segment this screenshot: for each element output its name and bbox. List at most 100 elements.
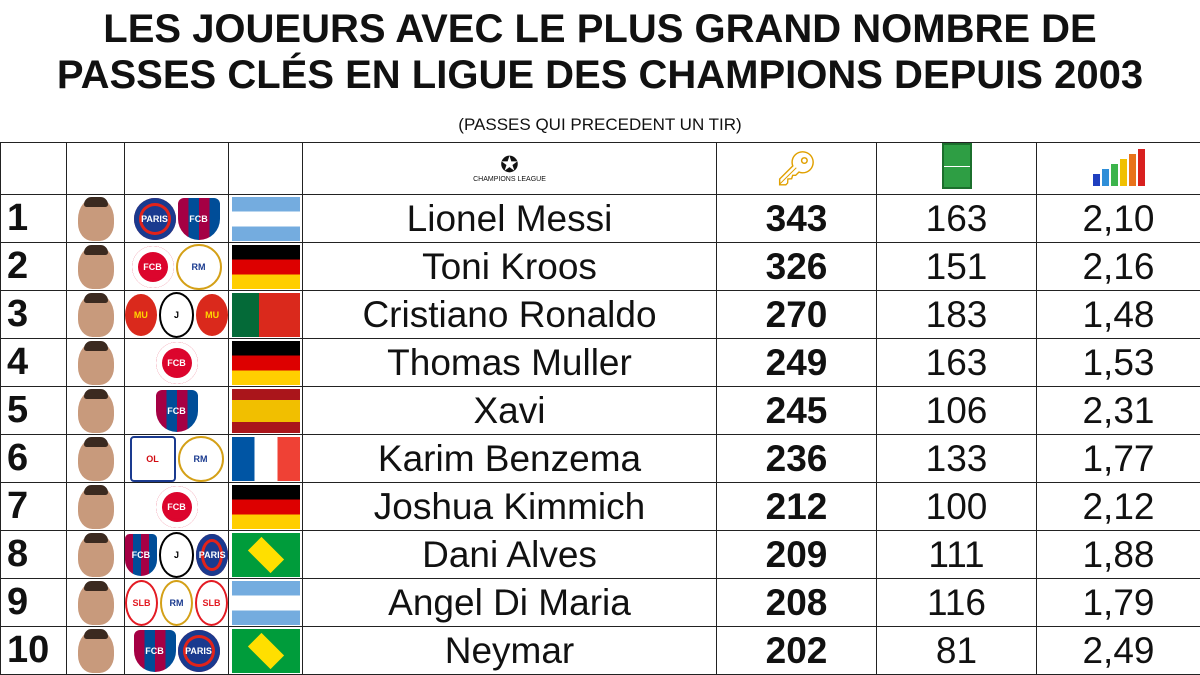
- player-name: Angel Di Maria: [302, 578, 717, 627]
- clubs-cell: FCB: [124, 482, 229, 531]
- matches-value: 81: [876, 626, 1037, 675]
- player-avatar: [77, 484, 114, 529]
- flag-cell: [228, 530, 303, 579]
- table-row: 8 FCB J PARIS Dani Alves 209 111 1,88: [0, 530, 1200, 579]
- player-name: Lionel Messi: [302, 194, 717, 243]
- de-flag-icon: [231, 340, 300, 385]
- photo-cell: [66, 242, 125, 291]
- fr-flag-icon: [231, 436, 300, 481]
- header-clubs: [124, 142, 229, 195]
- header-row: ✪ CHAMPIONS LEAGUE 🔑︎: [0, 142, 1200, 195]
- flag-cell: [228, 290, 303, 339]
- photo-cell: [66, 194, 125, 243]
- clubs-cell: FCB RM: [124, 242, 229, 291]
- barca-crest-icon: FCB: [125, 533, 157, 576]
- table-row: 2 FCB RM Toni Kroos 326 151 2,16: [0, 242, 1200, 291]
- clubs-cell: OL RM: [124, 434, 229, 483]
- barca-crest-icon: FCB: [177, 197, 220, 240]
- clubs-cell: FCB PARIS: [124, 626, 229, 675]
- photo-cell: [66, 290, 125, 339]
- photo-cell: [66, 482, 125, 531]
- title-line-2: PASSES CLÉS EN LIGUE DES CHAMPIONS DEPUI…: [56, 53, 1144, 97]
- table-row: 6 OL RM Karim Benzema 236 133 1,77: [0, 434, 1200, 483]
- ratio-value: 2,12: [1036, 482, 1200, 531]
- matches-value: 111: [876, 530, 1037, 579]
- juve-crest-icon: J: [158, 531, 195, 578]
- ratio-value: 1,79: [1036, 578, 1200, 627]
- rank-cell: 9: [0, 578, 67, 627]
- key-passes-value: 326: [716, 242, 877, 291]
- table-row: 1 PARIS FCB Lionel Messi 343 163 2,10: [0, 194, 1200, 243]
- bar-chart-icon-bar: [1101, 169, 1109, 186]
- player-avatar: [77, 580, 114, 625]
- ratio-value: 1,53: [1036, 338, 1200, 387]
- table-row: 4 FCB Thomas Muller 249 163 1,53: [0, 338, 1200, 387]
- real-crest-icon: RM: [177, 435, 224, 482]
- photo-cell: [66, 338, 125, 387]
- key-passes-value: 212: [716, 482, 877, 531]
- ratio-value: 1,77: [1036, 434, 1200, 483]
- de-flag-icon: [231, 484, 300, 529]
- flag-cell: [228, 194, 303, 243]
- key-passes-value: 209: [716, 530, 877, 579]
- player-avatar: [77, 244, 114, 289]
- header-flag: [228, 142, 303, 195]
- rank-cell: 7: [0, 482, 67, 531]
- flag-cell: [228, 626, 303, 675]
- football-pitch-icon: [941, 143, 972, 189]
- psg-crest-icon: PARIS: [133, 197, 176, 240]
- rank-cell: 8: [0, 530, 67, 579]
- rank-cell: 6: [0, 434, 67, 483]
- clubs-cell: FCB: [124, 386, 229, 435]
- bar-chart-icon-bar: [1092, 174, 1100, 186]
- ar-flag-icon: [231, 580, 300, 625]
- photo-cell: [66, 386, 125, 435]
- key-passes-value: 236: [716, 434, 877, 483]
- key-passes-value: 249: [716, 338, 877, 387]
- matches-value: 151: [876, 242, 1037, 291]
- clubs-cell: MU J MU: [124, 290, 229, 339]
- table-row: 10 FCB PARIS Neymar 202 81 2,49: [0, 626, 1200, 675]
- ranking-table: ✪ CHAMPIONS LEAGUE 🔑︎ 1 PARIS FCB Lionel Me…: [0, 142, 1200, 675]
- clubs-cell: FCB J PARIS: [124, 530, 229, 579]
- de-flag-icon: [231, 244, 300, 289]
- bayern-crest-icon: FCB: [131, 245, 174, 288]
- benfica-crest-icon: SLB: [125, 579, 158, 626]
- benfica-crest-icon: SLB: [195, 579, 228, 626]
- key-icon: 🔑︎: [774, 149, 819, 188]
- key-passes-value: 343: [716, 194, 877, 243]
- player-name: Joshua Kimmich: [302, 482, 717, 531]
- key-passes-value: 245: [716, 386, 877, 435]
- pt-flag-icon: [231, 292, 300, 337]
- matches-value: 163: [876, 338, 1037, 387]
- bar-chart-icon-bar: [1137, 149, 1145, 186]
- matches-value: 133: [876, 434, 1037, 483]
- bayern-crest-icon: FCB: [155, 485, 198, 528]
- header-ratio: [1036, 142, 1200, 195]
- psg-crest-icon: PARIS: [177, 629, 220, 672]
- header-photo: [66, 142, 125, 195]
- player-name: Xavi: [302, 386, 717, 435]
- br-flag-icon: [231, 628, 300, 673]
- real-crest-icon: RM: [160, 579, 193, 626]
- flag-cell: [228, 338, 303, 387]
- ratio-value: 2,49: [1036, 626, 1200, 675]
- key-passes-value: 270: [716, 290, 877, 339]
- bar-chart-icon-bar: [1119, 159, 1127, 186]
- br-flag-icon: [231, 532, 300, 577]
- clubs-cell: FCB: [124, 338, 229, 387]
- clubs-cell: SLB RM SLB: [124, 578, 229, 627]
- player-name: Dani Alves: [302, 530, 717, 579]
- subtitle: (PASSES QUI PRECEDENT UN TIR): [458, 115, 742, 134]
- rank-cell: 3: [0, 290, 67, 339]
- ratio-value: 1,48: [1036, 290, 1200, 339]
- header-matches: [876, 142, 1037, 195]
- real-crest-icon: RM: [175, 243, 222, 290]
- rank-cell: 10: [0, 626, 67, 675]
- matches-value: 116: [876, 578, 1037, 627]
- psg-crest-icon: PARIS: [196, 533, 228, 576]
- header-rank: [0, 142, 67, 195]
- player-avatar: [77, 628, 114, 673]
- matches-value: 100: [876, 482, 1037, 531]
- bar-chart-icon-bar: [1110, 164, 1118, 186]
